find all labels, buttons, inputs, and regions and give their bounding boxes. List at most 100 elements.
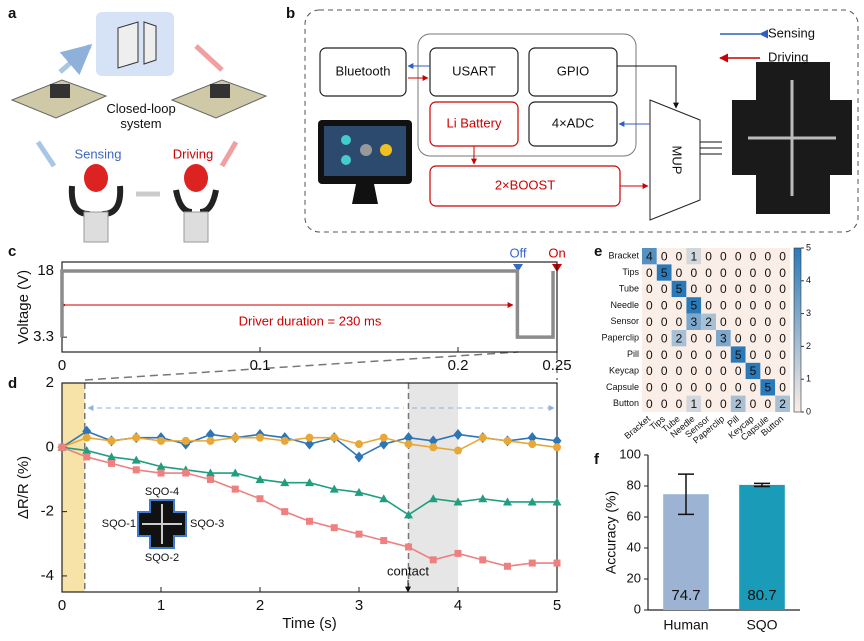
marker	[83, 453, 91, 461]
y-tick-label: -2	[41, 503, 54, 520]
cell	[701, 346, 716, 363]
cell	[642, 362, 657, 380]
x-category-label: Bracket	[622, 413, 652, 441]
cell-label: 0	[735, 266, 742, 280]
y-category-label: Needle	[610, 300, 639, 310]
cell	[730, 313, 746, 330]
cell	[730, 379, 746, 396]
marker	[453, 428, 463, 440]
arrow	[194, 44, 224, 72]
cell-label: 0	[764, 315, 771, 329]
cell	[642, 264, 657, 281]
cell-label: 0	[661, 299, 668, 313]
cell	[701, 330, 716, 347]
cell	[775, 280, 790, 298]
cell	[642, 395, 657, 412]
marker	[454, 446, 462, 455]
cell-label: 0	[676, 381, 683, 395]
box	[319, 47, 407, 97]
legend-label: Driving	[768, 49, 808, 64]
cell-label: 0	[661, 331, 668, 345]
marker	[107, 436, 116, 445]
panel-label: d	[8, 375, 17, 392]
cell	[716, 379, 731, 396]
marker	[206, 436, 215, 445]
legend-label: SQO-3	[190, 518, 224, 530]
cell-label: 0	[720, 381, 727, 395]
label: Closed-loop system	[106, 101, 175, 131]
cell	[701, 362, 716, 380]
cell	[701, 313, 716, 330]
cell	[671, 297, 687, 314]
cell	[760, 280, 776, 298]
cell-label: 0	[735, 381, 742, 395]
cell-label: 0	[661, 381, 668, 395]
cell	[701, 280, 716, 298]
cell	[656, 362, 672, 380]
cell-label: 0	[750, 266, 757, 280]
cell	[760, 264, 776, 281]
cell-label: 0	[646, 381, 653, 395]
label: USART	[452, 63, 496, 78]
y-category-label: Paperclip	[601, 333, 639, 343]
label: Bluetooth	[336, 63, 391, 78]
x-tick-label: 0.25	[542, 357, 571, 374]
cell-label: 0	[735, 331, 742, 345]
marker	[329, 484, 339, 493]
cell-label: 5	[750, 364, 757, 378]
marker	[206, 468, 215, 477]
cell	[642, 313, 657, 330]
x-tick-label: 2	[256, 597, 264, 614]
marker	[305, 433, 314, 442]
cell-label: 2	[779, 397, 786, 411]
marker	[528, 559, 536, 567]
cell	[642, 280, 657, 298]
panel-label: b	[286, 5, 295, 22]
cell	[775, 346, 790, 363]
cell	[656, 346, 672, 363]
marker	[404, 510, 413, 519]
plot-frame	[61, 382, 558, 593]
cell-label: 3	[720, 331, 727, 345]
cell-label: 0	[750, 282, 757, 296]
legend-label: SQO-4	[145, 486, 179, 498]
cell	[775, 362, 790, 380]
cell	[760, 362, 776, 380]
cell	[686, 395, 702, 412]
marker	[82, 433, 91, 442]
diagram-b: Bluetooth USART GPIO Li Battery 4×ADC 2×…	[304, 9, 859, 233]
marker	[504, 562, 511, 570]
cell-label: 0	[720, 315, 727, 329]
cell	[656, 280, 672, 298]
marker	[157, 469, 165, 477]
marker	[330, 433, 339, 442]
cell-label: 0	[764, 397, 771, 411]
cell-label: 0	[720, 282, 727, 296]
y-tick-label: 0	[634, 601, 641, 616]
cell	[760, 395, 776, 412]
marker	[107, 452, 116, 461]
panel-label: e	[594, 243, 602, 260]
cell	[642, 330, 657, 347]
cell-label: 0	[705, 348, 712, 362]
x-category-label: Human	[663, 617, 708, 633]
cell	[716, 297, 731, 314]
cell	[775, 248, 790, 265]
cell	[716, 248, 731, 265]
cell-label: 0	[646, 331, 653, 345]
mux	[649, 99, 701, 221]
cell	[716, 280, 731, 298]
cell	[671, 264, 687, 281]
chip	[210, 84, 230, 98]
marker	[131, 455, 141, 464]
cell	[730, 297, 746, 314]
marker	[379, 433, 388, 442]
plot-frame	[61, 261, 558, 353]
marker	[206, 428, 215, 440]
cell-label: 0	[646, 315, 653, 329]
cell	[656, 297, 672, 314]
cell-label: 0	[735, 249, 742, 263]
y-category-label: Sensor	[610, 316, 639, 326]
cell	[760, 330, 776, 347]
cell-label: 0	[676, 315, 683, 329]
